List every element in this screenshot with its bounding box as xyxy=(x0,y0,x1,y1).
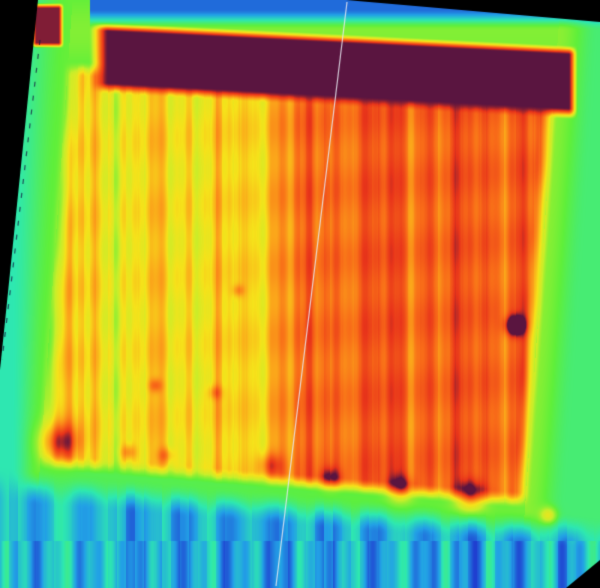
thermal-heatmap-image xyxy=(0,0,600,588)
